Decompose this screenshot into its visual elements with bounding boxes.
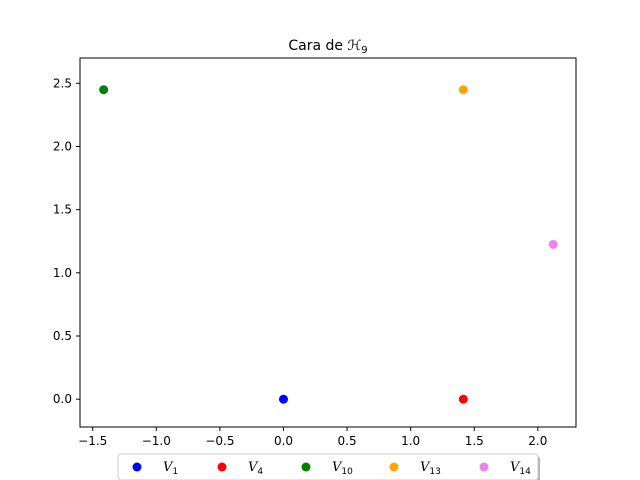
legend-label-subscript: 1 (172, 467, 178, 477)
y-tick-label: 1.5 (53, 203, 72, 217)
legend-label-subscript: 13 (429, 467, 440, 477)
legend-marker-v1 (132, 462, 142, 472)
chart-title: Cara de ℋ9 (288, 38, 367, 56)
legend-label-v10: V10 (332, 460, 353, 477)
data-point-v14 (548, 239, 558, 249)
legend-label-v13: V13 (420, 460, 441, 477)
x-tick-label: 1.0 (401, 434, 420, 448)
x-tick-label: −1.0 (142, 434, 171, 448)
axis-ticks: −1.5 −1.0 −0.5 0.0 0.5 1.0 1.5 2.0 0.0 0.5 1.0 1.5 2… (53, 76, 547, 448)
legend-label-subscript: 14 (519, 467, 531, 477)
legend-marker-v13 (389, 462, 399, 472)
legend-label-subscript: 4 (257, 467, 263, 477)
y-tick-label: 1.0 (53, 266, 72, 280)
legend-label-base: V (332, 460, 343, 475)
legend-box (117, 453, 539, 480)
legend-label-v14: V14 (510, 460, 531, 477)
data-point-v10 (99, 85, 109, 95)
legend-label-v4: V4 (248, 460, 263, 477)
legend-label-base: V (163, 460, 174, 475)
y-tick-label: 2.5 (53, 76, 72, 90)
legend-label-v1: V1 (163, 460, 178, 477)
x-tick-label: 2.0 (528, 434, 547, 448)
x-tick-label: 0.5 (338, 434, 357, 448)
legend-label-base: V (420, 460, 431, 475)
x-tick-label: 0.0 (274, 434, 293, 448)
chart-title-subscript: 9 (361, 45, 367, 56)
legend-marker-v4 (217, 462, 227, 472)
y-tick-label: 0.0 (53, 392, 72, 406)
legend-label-base: V (510, 460, 521, 475)
y-tick-label: 0.5 (53, 329, 72, 343)
data-point-v13 (458, 85, 468, 95)
data-point-v1 (278, 394, 288, 404)
legend-label-base: V (248, 460, 259, 475)
plot-area-frame (79, 57, 577, 428)
data-point-v4 (458, 394, 468, 404)
x-tick-label: −0.5 (205, 434, 234, 448)
x-tick-label: −1.5 (78, 434, 107, 448)
legend-marker-v10 (301, 462, 311, 472)
y-tick-label: 2.0 (53, 139, 72, 153)
legend-label-subscript: 10 (341, 467, 353, 477)
legend: V1 V4 V10 V13 V14 (117, 453, 540, 480)
data-points (99, 85, 558, 404)
x-tick-label: 1.5 (465, 434, 484, 448)
legend-marker-v14 (479, 462, 489, 472)
